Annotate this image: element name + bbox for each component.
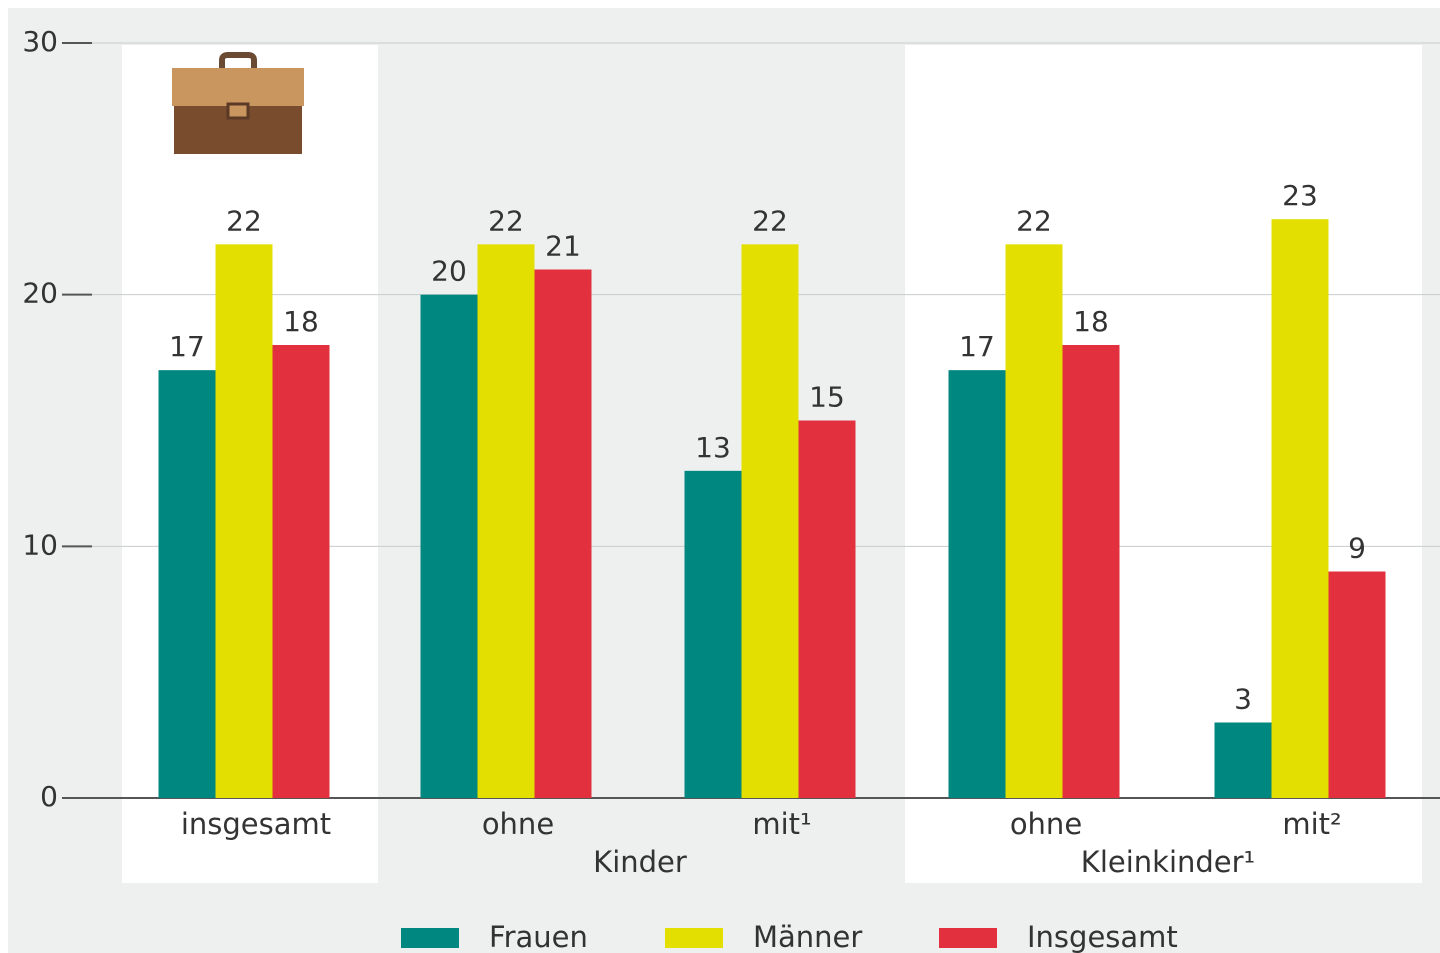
legend-swatch — [665, 928, 723, 948]
legend-label: Frauen — [489, 920, 588, 953]
bar — [741, 244, 799, 799]
bar — [272, 345, 330, 798]
bar — [684, 470, 742, 798]
group-label: Kleinkinder¹ — [1081, 845, 1255, 879]
bar — [1005, 244, 1063, 799]
value-label: 17 — [169, 330, 205, 363]
legend-swatch — [401, 928, 459, 948]
x-tick-label: ohne — [482, 807, 554, 841]
bar — [1214, 722, 1272, 798]
x-tick-label: mit¹ — [752, 807, 811, 841]
y-tick-label: 20 — [22, 277, 58, 310]
value-label: 22 — [488, 204, 524, 237]
y-tick-label: 30 — [22, 25, 58, 58]
value-label: 15 — [809, 381, 845, 414]
legend-label: Männer — [753, 920, 862, 953]
briefcase-icon — [172, 52, 304, 154]
bar — [798, 420, 856, 798]
bar — [534, 269, 592, 798]
x-tick-label: mit² — [1282, 807, 1341, 841]
bar — [420, 294, 478, 798]
legend-swatch — [939, 928, 997, 948]
bar — [477, 244, 535, 799]
group-label: Kinder — [593, 845, 687, 879]
x-tick-label: ohne — [1010, 807, 1082, 841]
y-tick-label: 0 — [40, 780, 58, 813]
x-tick-label: insgesamt — [181, 807, 331, 841]
bar — [948, 370, 1006, 798]
value-label: 22 — [752, 204, 788, 237]
value-label: 22 — [1016, 204, 1052, 237]
value-label: 20 — [431, 255, 467, 288]
value-label: 13 — [695, 431, 731, 464]
value-label: 22 — [226, 204, 262, 237]
value-label: 17 — [959, 330, 995, 363]
bar — [1271, 219, 1329, 798]
bar — [158, 370, 216, 798]
value-label: 21 — [545, 230, 581, 263]
value-label: 18 — [1073, 305, 1109, 338]
bar — [215, 244, 273, 799]
bar — [1062, 345, 1120, 798]
value-label: 23 — [1282, 179, 1318, 212]
y-tick-label: 10 — [22, 528, 58, 561]
bar — [1328, 571, 1386, 798]
legend-label: Insgesamt — [1027, 920, 1178, 953]
value-label: 9 — [1348, 532, 1366, 565]
value-label: 18 — [283, 305, 319, 338]
value-label: 3 — [1234, 683, 1252, 716]
